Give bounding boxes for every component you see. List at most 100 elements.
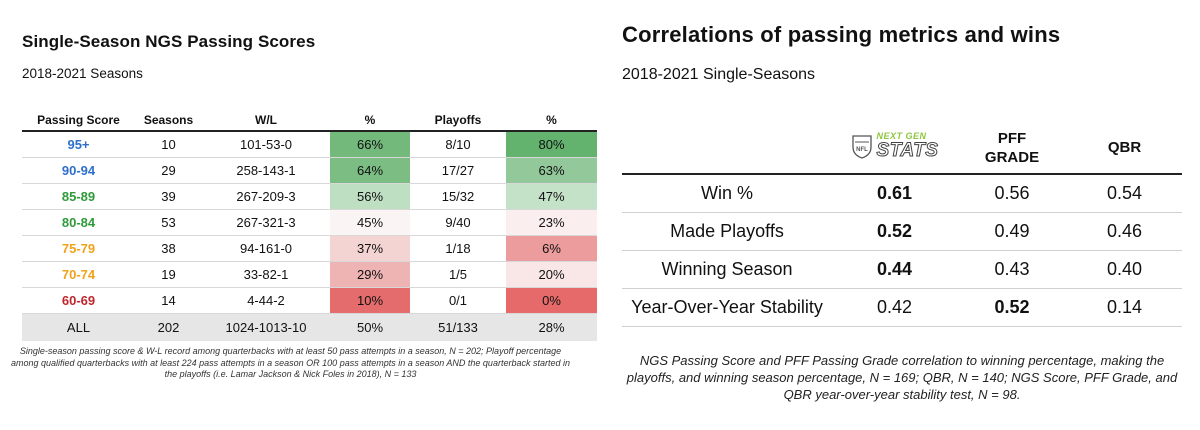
table-row: 70-74 19 33-82-1 29% 1/5 20% — [22, 261, 597, 288]
header-playoff-pct: % — [506, 109, 597, 132]
playoff-pct-cell: 63% — [506, 157, 597, 184]
corr-header-metric — [622, 122, 832, 175]
metric-cell: Win % — [622, 174, 832, 213]
pff-cell: 0.56 — [957, 174, 1067, 213]
score-cell: 70-74 — [22, 261, 135, 288]
qbr-cell: 0.46 — [1067, 212, 1182, 251]
ngs-cell: 0.44 — [832, 250, 957, 289]
left-footnote: Single-season passing score & W-L record… — [11, 346, 570, 379]
seasons-cell: 14 — [135, 287, 202, 314]
score-cell: 90-94 — [22, 157, 135, 184]
wl-cell: 267-321-3 — [202, 209, 330, 236]
win-pct-cell: 66% — [330, 131, 410, 158]
table-header-row: Passing Score Seasons W/L % Playoffs % — [22, 109, 597, 132]
correlations-table: NFL NEXT GEN STATS PFF GRADE QBR Win % 0.… — [622, 122, 1182, 327]
ngs-cell: 0.52 — [832, 212, 957, 251]
table-row: 75-79 38 94-161-0 37% 1/18 6% — [22, 235, 597, 262]
playoff-pct-cell: 47% — [506, 183, 597, 210]
score-cell: 85-89 — [22, 183, 135, 210]
ngs-passing-scores-panel: Single-Season NGS Passing Scores 2018-20… — [22, 32, 597, 341]
header-passing-score: Passing Score — [22, 109, 135, 132]
right-footnote: NGS Passing Score and PFF Passing Grade … — [626, 353, 1178, 402]
left-title: Single-Season NGS Passing Scores — [22, 32, 316, 51]
score-cell: 75-79 — [22, 235, 135, 262]
all-seasons: 202 — [135, 313, 202, 341]
header-wl: W/L — [202, 109, 330, 132]
wl-cell: 258-143-1 — [202, 157, 330, 184]
playoffs-cell: 8/10 — [410, 131, 506, 158]
nfl-shield-icon: NFL — [851, 135, 872, 159]
all-pct: 50% — [330, 313, 410, 341]
seasons-cell: 19 — [135, 261, 202, 288]
corr-header-qbr: QBR — [1067, 122, 1182, 175]
wl-cell: 4-44-2 — [202, 287, 330, 314]
metric-cell: Winning Season — [622, 250, 832, 289]
logo-text: NEXT GEN STATS — [876, 131, 939, 161]
seasons-cell: 38 — [135, 235, 202, 262]
all-playoff-pct: 28% — [506, 313, 597, 341]
table-row: 85-89 39 267-209-3 56% 15/32 47% — [22, 183, 597, 210]
ngs-cell: 0.61 — [832, 174, 957, 213]
playoff-pct-cell: 6% — [506, 235, 597, 262]
pff-cell: 0.43 — [957, 250, 1067, 289]
all-playoffs: 51/133 — [410, 313, 506, 341]
metric-cell: Year-Over-Year Stability — [622, 288, 832, 327]
win-pct-cell: 10% — [330, 287, 410, 314]
passing-scores-body: 95+ 10 101-53-0 66% 8/10 80% 90-94 29 258-143-1 6… — [22, 131, 597, 314]
playoffs-cell: 15/32 — [410, 183, 506, 210]
score-cell: 60-69 — [22, 287, 135, 314]
corr-header-ngs: NFL NEXT GEN STATS — [832, 122, 957, 175]
qbr-cell: 0.54 — [1067, 174, 1182, 213]
corr-header-row: NFL NEXT GEN STATS PFF GRADE QBR — [622, 122, 1182, 175]
wl-cell: 94-161-0 — [202, 235, 330, 262]
next-gen-stats-logo: NFL NEXT GEN STATS — [851, 131, 939, 161]
seasons-cell: 53 — [135, 209, 202, 236]
nfl-shield-text: NFL — [856, 147, 868, 153]
win-pct-cell: 37% — [330, 235, 410, 262]
seasons-cell: 29 — [135, 157, 202, 184]
playoffs-cell: 0/1 — [410, 287, 506, 314]
header-win-pct: % — [330, 109, 410, 132]
playoff-pct-cell: 23% — [506, 209, 597, 236]
pff-grade-label: PFF GRADE — [984, 129, 1040, 166]
ngs-cell: 0.42 — [832, 288, 957, 327]
all-score: ALL — [22, 313, 135, 341]
playoffs-cell: 17/27 — [410, 157, 506, 184]
seasons-cell: 10 — [135, 131, 202, 158]
score-cell: 95+ — [22, 131, 135, 158]
metric-cell: Made Playoffs — [622, 212, 832, 251]
win-pct-cell: 45% — [330, 209, 410, 236]
corr-header-pff: PFF GRADE — [957, 122, 1067, 175]
table-row: Winning Season 0.44 0.43 0.40 — [622, 250, 1182, 289]
correlations-panel: Correlations of passing metrics and wins… — [622, 22, 1182, 402]
qbr-cell: 0.14 — [1067, 288, 1182, 327]
qbr-cell: 0.40 — [1067, 250, 1182, 289]
playoffs-cell: 1/5 — [410, 261, 506, 288]
table-row: 90-94 29 258-143-1 64% 17/27 63% — [22, 157, 597, 184]
wl-cell: 101-53-0 — [202, 131, 330, 158]
all-row: ALL 202 1024-1013-10 50% 51/133 28% — [22, 313, 597, 341]
win-pct-cell: 64% — [330, 157, 410, 184]
playoff-pct-cell: 20% — [506, 261, 597, 288]
seasons-cell: 39 — [135, 183, 202, 210]
logo-next-gen: NEXT GEN — [876, 131, 927, 141]
playoff-pct-cell: 80% — [506, 131, 597, 158]
right-subtitle: 2018-2021 Single-Seasons — [622, 66, 816, 83]
all-wl: 1024-1013-10 — [202, 313, 330, 341]
table-row: 80-84 53 267-321-3 45% 9/40 23% — [22, 209, 597, 236]
logo-stats: STATS — [876, 140, 939, 161]
table-row: Win % 0.61 0.56 0.54 — [622, 174, 1182, 213]
wl-cell: 267-209-3 — [202, 183, 330, 210]
header-seasons: Seasons — [135, 109, 202, 132]
playoffs-cell: 9/40 — [410, 209, 506, 236]
right-title: Correlations of passing metrics and wins — [622, 22, 1061, 47]
pff-cell: 0.52 — [957, 288, 1067, 327]
table-row: 60-69 14 4-44-2 10% 0/1 0% — [22, 287, 597, 314]
pff-cell: 0.49 — [957, 212, 1067, 251]
left-subtitle: 2018-2021 Seasons — [22, 66, 143, 81]
table-row: 95+ 10 101-53-0 66% 8/10 80% — [22, 131, 597, 158]
correlations-body: Win % 0.61 0.56 0.54 Made Playoffs 0.52 0.49 0.… — [622, 174, 1182, 327]
playoffs-cell: 1/18 — [410, 235, 506, 262]
table-row: Year-Over-Year Stability 0.42 0.52 0.14 — [622, 288, 1182, 327]
table-row: Made Playoffs 0.52 0.49 0.46 — [622, 212, 1182, 251]
